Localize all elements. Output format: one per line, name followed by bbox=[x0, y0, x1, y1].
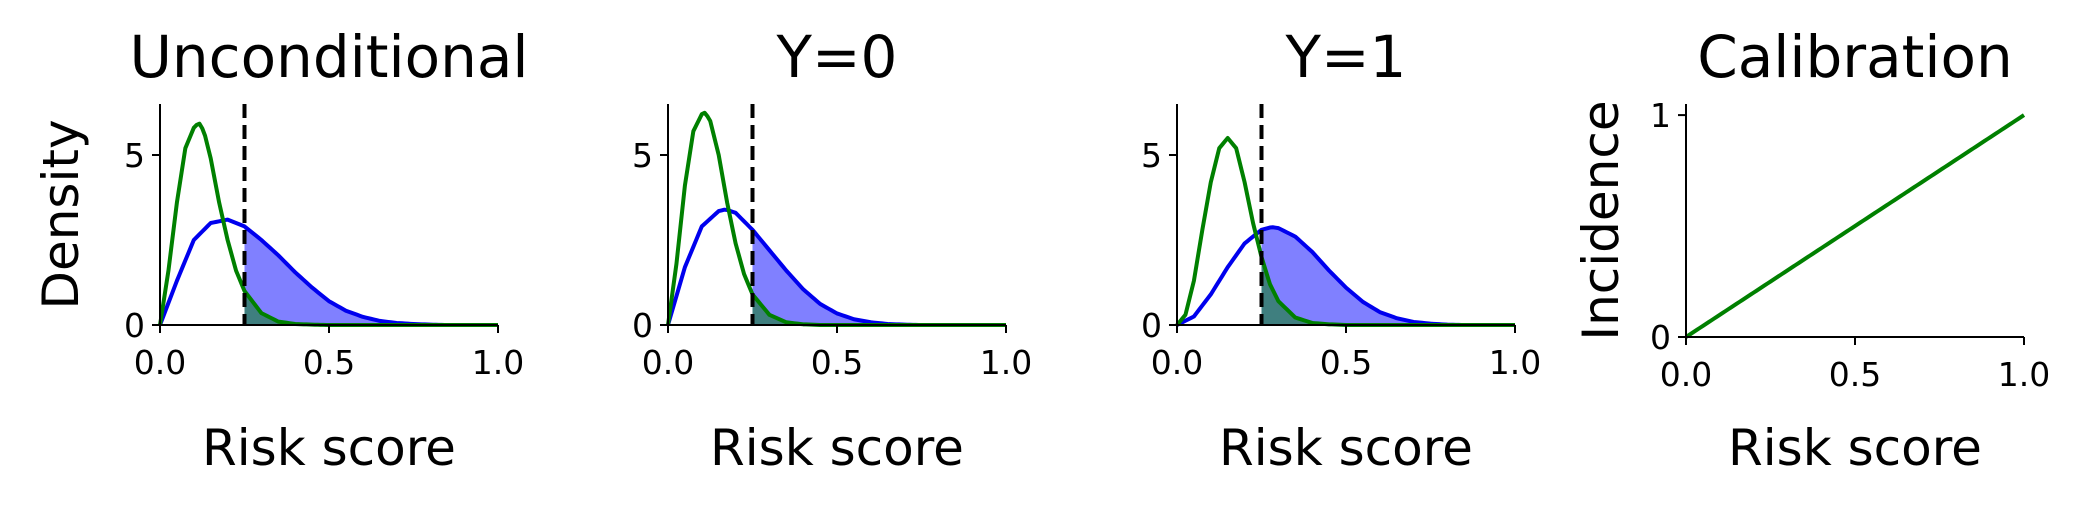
x-axis-label: Risk score bbox=[710, 419, 964, 477]
y-tick-label: 5 bbox=[124, 136, 145, 175]
x-tick-label: 0.0 bbox=[642, 343, 694, 382]
x-axis-label: Risk score bbox=[202, 419, 456, 477]
x-tick-label: 1.0 bbox=[1489, 343, 1541, 382]
y-axis-label: Incidence bbox=[1572, 100, 1630, 340]
y-tick-label: 5 bbox=[632, 136, 653, 175]
x-tick-label: 1.0 bbox=[1998, 355, 2050, 394]
chart-title: Calibration bbox=[1697, 23, 2013, 91]
y-tick-label: 1 bbox=[1650, 96, 1671, 135]
area-fill-series-2 bbox=[752, 294, 1006, 325]
y-tick-label: 0 bbox=[1141, 306, 1162, 345]
area-fill-series-1 bbox=[244, 226, 498, 325]
chart-title: Y=1 bbox=[1285, 23, 1407, 91]
y-tick-label: 0 bbox=[124, 306, 145, 345]
chart-title: Y=0 bbox=[776, 23, 898, 91]
series-line-2 bbox=[666, 110, 1006, 327]
x-tick-label: 1.0 bbox=[980, 343, 1032, 382]
y-tick-label: 0 bbox=[632, 306, 653, 345]
x-tick-label: 0.5 bbox=[811, 343, 863, 382]
series-line-1 bbox=[666, 207, 1006, 327]
chart-panel-4: 0.0 0.5 1.0 0 1 Calibration Risk score Incidenc… bbox=[1572, 23, 2050, 477]
chart-panel-2: 0.0 0.5 1.0 0 5 Y=0 Risk score bbox=[632, 23, 1032, 477]
x-tick-label: 0.0 bbox=[1151, 343, 1203, 382]
chart-title: Unconditional bbox=[129, 23, 528, 91]
x-tick-label: 0.5 bbox=[1829, 355, 1881, 394]
y-tick-label: 5 bbox=[1141, 136, 1162, 175]
x-tick-label: 0.0 bbox=[1660, 355, 1712, 394]
y-tick-label: 0 bbox=[1650, 318, 1671, 357]
area-fill-series-2 bbox=[1261, 257, 1515, 325]
x-tick-label: 0.0 bbox=[134, 343, 186, 382]
chart-panel-1: 0.0 0.5 1.0 0 5 Unconditional Risk score Densit… bbox=[32, 23, 529, 477]
x-tick-label: 1.0 bbox=[472, 343, 524, 382]
y-axis-label: Density bbox=[32, 119, 90, 309]
chart-panel-3: 0.0 0.5 1.0 0 5 Y=1 Risk score bbox=[1141, 23, 1541, 477]
x-axis-label: Risk score bbox=[1219, 419, 1473, 477]
area-fill-series-2 bbox=[244, 291, 498, 325]
area-fill-series-1 bbox=[1261, 227, 1515, 325]
x-tick-label: 0.5 bbox=[1320, 343, 1372, 382]
x-axis-label: Risk score bbox=[1728, 419, 1982, 477]
series-line-1 bbox=[1684, 113, 2026, 339]
x-tick-label: 0.5 bbox=[303, 343, 355, 382]
